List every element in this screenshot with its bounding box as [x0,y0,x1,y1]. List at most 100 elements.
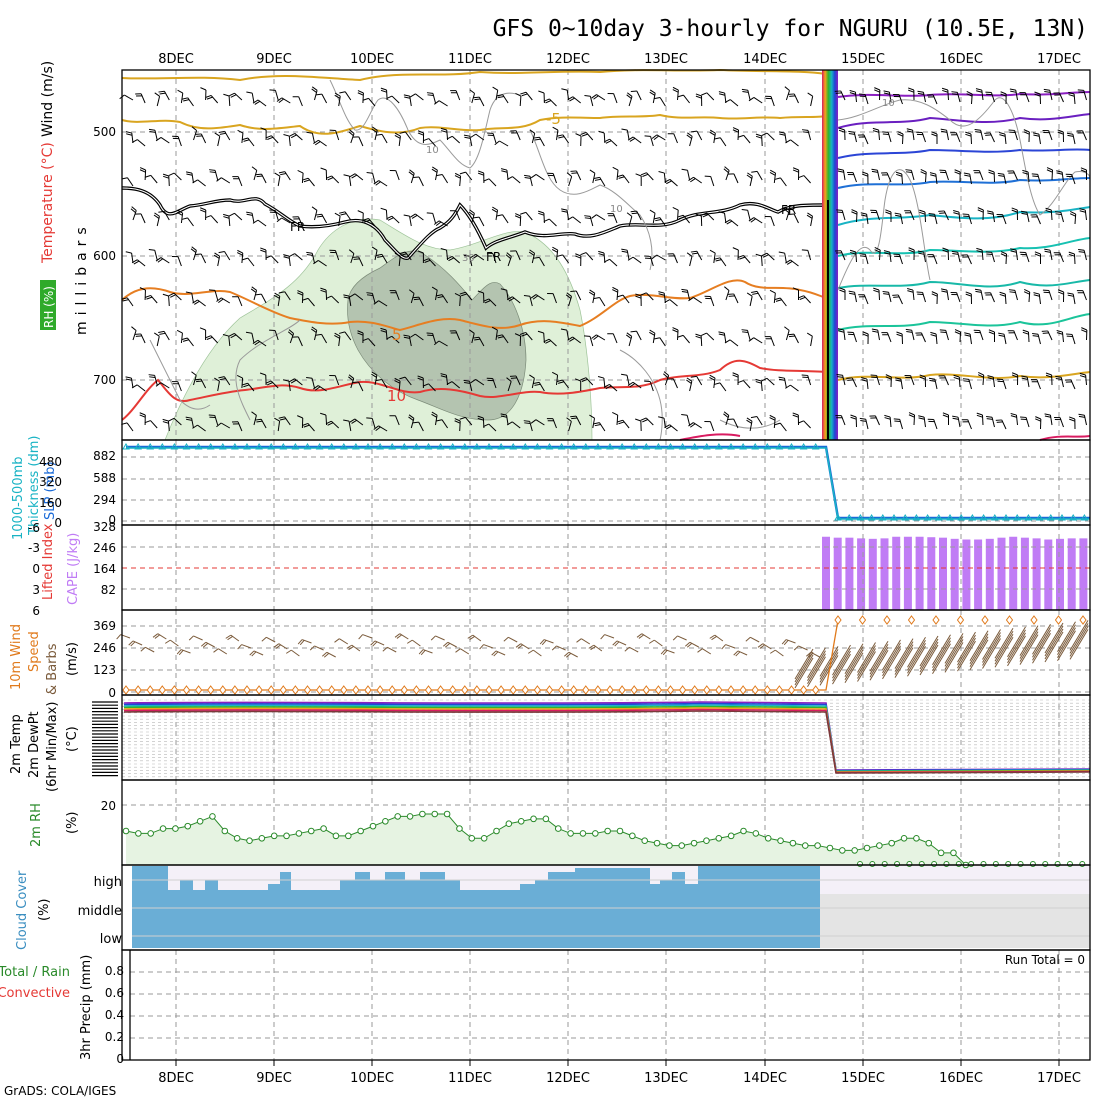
date-label-bottom: 15DEC [841,1071,885,1086]
wind-barb-flag [598,250,605,254]
wind-barb-flag [977,209,984,213]
wind-barb-flag [1011,374,1018,378]
wind-barb-flag [999,131,1006,135]
wind-barb-strong [932,637,951,668]
wind-barb-flag [251,166,258,171]
wind-barb-flag [918,417,925,420]
wind-barb-strong [969,630,989,662]
rh-2m-point [196,817,204,825]
wind-barb-flag [223,93,230,97]
wind-barb-flag [1078,91,1085,94]
wind-barb-flag [861,379,868,382]
wind-barb [878,289,880,301]
wind-barb [404,376,412,386]
wind-barb-flag [905,171,913,173]
wind-barb-flag [741,209,748,211]
wind-barb [214,170,219,181]
wind-barb-flag [986,210,994,213]
wind-barb-flag [600,634,605,640]
wind-barb-flag [1046,167,1053,171]
wind-barb-flag [343,419,350,422]
wind-barb [1015,250,1018,261]
wind-barb-flag [194,300,200,305]
wind-barb-flag [373,180,380,185]
rh-2m-point [1005,861,1012,867]
wind-barb [756,416,763,426]
wind-barb-flag [426,92,433,94]
wind-barb [307,298,315,307]
wind-barb-flag [148,128,156,131]
wind-barb-flag [265,380,272,384]
wind-barb [652,213,656,224]
wind-barb-flag [483,298,490,302]
wind-marker [497,685,505,695]
wind-barb [761,255,763,267]
wind-barb-flag [999,293,1006,297]
wind-barb-flag [255,293,262,296]
rh-2m-point [295,830,303,837]
wind-barb [446,250,449,261]
isotherm-minus20 [837,148,1091,159]
wind-barb-flag [919,211,926,215]
thickness-marker [436,443,445,450]
thickness-marker [194,443,203,450]
wind-barb-flag [849,92,856,95]
slp-tick-882: 882 [93,449,116,463]
wind-barb-flag [735,651,741,657]
wind-barb [124,94,134,101]
wind-barb-flag [251,651,257,657]
wind-barb-flag [1080,169,1087,173]
wind-barb-flag [952,253,959,255]
wind-barb [1014,290,1018,301]
rh-2m-point [616,827,624,835]
wind-barb-flag [126,133,133,136]
rh-2m-point [221,827,229,835]
wind-barb-flag [774,422,781,426]
wind-barb-flag [695,95,702,99]
wind-barb-flag [424,259,431,263]
wind-barb-flag [792,412,799,416]
thickness-markers [122,443,1089,521]
wind-barb-flag [690,250,697,253]
wind-barb [228,336,231,347]
wind-barb-flag [755,133,762,137]
thickness-marker [218,443,227,450]
wind-barb-flag [1022,329,1029,333]
ylabel-temp2m-c: (6hr Min/Max) [45,702,60,792]
wind-barb-strong [907,640,926,671]
wind-barb-strong [832,644,851,676]
wind-barb-flag [649,329,656,334]
cape-bar [1067,538,1076,610]
wind-barb-flag [807,212,813,217]
wind-barb [967,419,972,430]
wind-barb [714,634,724,642]
wind-barb-flag [311,88,317,93]
wind-barb [683,94,690,104]
cape-bar [892,536,901,610]
wind-barb-flag [195,378,202,381]
wind-barb-flag [919,376,926,380]
wind-barb [649,381,654,392]
wind-barb-flag [769,649,776,654]
wind-barb-flag [664,299,671,303]
rh-2m-point [857,861,863,867]
wind-barb-flag [500,168,508,171]
wind-barb-strong [857,642,876,673]
isotherm-5 [121,279,827,332]
wind-barb-flag [792,287,799,291]
wind-barb-flag [874,87,881,91]
wind-barb-flag [469,89,475,94]
wind-barb [958,212,961,223]
wind-barb-flag [1077,89,1084,91]
wind-barb-flag [1067,294,1074,297]
wind-barb-flag [769,414,776,419]
wind-barb-flag [255,173,262,176]
wind-barb-flag [299,640,305,646]
wind-barb-flag [987,212,994,215]
wind-barb [371,418,376,429]
wind-barb-flag [1010,248,1017,251]
wind-barb-flag [567,216,574,221]
wind-barb-flag [348,374,355,379]
wind-barb [241,377,244,389]
cloud-level-low: low [100,932,123,947]
